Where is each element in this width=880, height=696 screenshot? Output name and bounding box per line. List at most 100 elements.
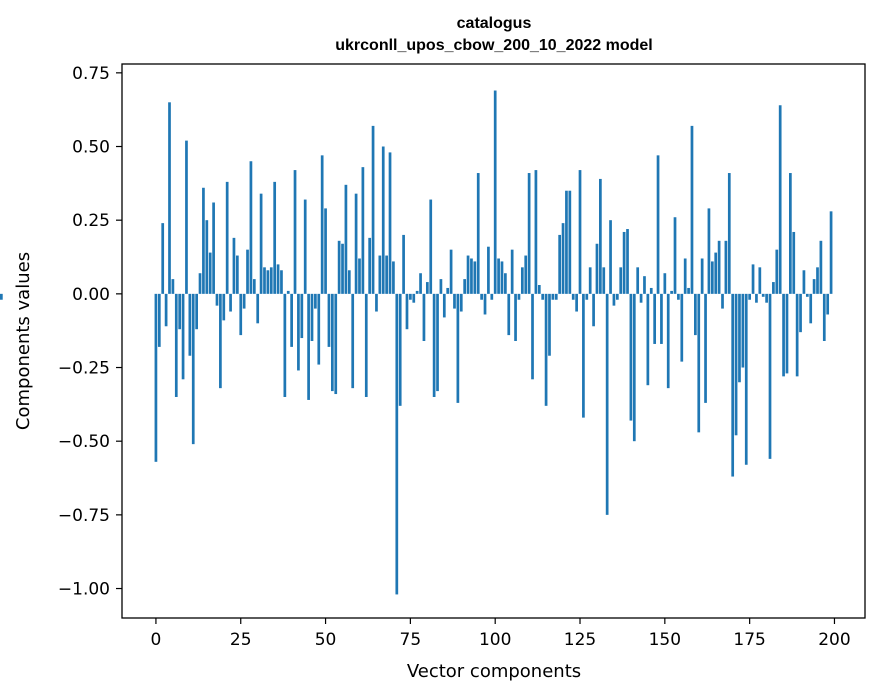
- bar: [666, 293, 670, 389]
- bar: [208, 252, 212, 294]
- bar: [398, 293, 402, 406]
- bar: [307, 293, 310, 400]
- bar: [337, 240, 341, 294]
- bar: [283, 293, 287, 397]
- bar: [571, 293, 575, 300]
- y-tick-label: −0.25: [58, 359, 110, 379]
- bar: [174, 293, 178, 397]
- bar: [327, 293, 331, 347]
- bar: [534, 170, 538, 294]
- bar: [510, 249, 514, 294]
- bar: [439, 279, 443, 294]
- bar: [314, 293, 317, 309]
- bar: [544, 293, 548, 406]
- bar: [235, 255, 239, 294]
- y-tick-label: 0.50: [72, 138, 110, 158]
- bar: [734, 293, 738, 436]
- bar: [154, 293, 158, 462]
- bar: [361, 167, 365, 294]
- bar: [816, 267, 819, 294]
- bar: [755, 293, 758, 303]
- bar: [653, 293, 657, 344]
- plot-frame: [121, 63, 866, 619]
- bar: [222, 293, 226, 321]
- bar: [592, 293, 595, 327]
- bar: [694, 293, 697, 336]
- bar: [395, 293, 399, 595]
- x-tick-label: 25: [230, 630, 252, 650]
- bar: [632, 293, 636, 442]
- bar: [246, 249, 249, 294]
- bar: [744, 293, 748, 465]
- x-tick-label: 150: [649, 630, 681, 650]
- bar: [388, 152, 392, 294]
- bar: [195, 293, 198, 330]
- bar: [599, 178, 602, 294]
- bar: [724, 240, 728, 294]
- bar: [293, 170, 297, 294]
- bar: [351, 293, 355, 389]
- bar: [219, 293, 222, 389]
- bar: [517, 293, 521, 300]
- bar: [161, 223, 165, 294]
- bar: [643, 276, 646, 294]
- bar: [473, 261, 477, 294]
- bar: [412, 293, 416, 303]
- bar: [707, 208, 711, 294]
- bar: [297, 293, 300, 371]
- bar: [269, 267, 273, 294]
- bar: [588, 267, 592, 294]
- bar: [704, 293, 707, 403]
- bar: [164, 293, 168, 327]
- bar: [324, 208, 327, 294]
- bar: [263, 267, 266, 294]
- bar: [385, 255, 388, 294]
- bar: [822, 293, 826, 341]
- x-axis-ticks: 0 25 50 75 100 125 150 175 200: [151, 618, 851, 650]
- bar: [792, 231, 796, 294]
- bar: [819, 240, 823, 294]
- bar: [310, 293, 314, 341]
- bar: [320, 155, 324, 294]
- x-tick-label: 200: [818, 630, 850, 650]
- bar: [748, 293, 752, 300]
- bar: [436, 293, 439, 392]
- bar: [191, 293, 195, 445]
- bar: [524, 255, 528, 294]
- bar: [432, 293, 436, 397]
- bar: [761, 293, 765, 297]
- y-tick-label: −0.75: [58, 506, 110, 526]
- bar: [558, 234, 562, 294]
- y-axis-ticks: 0.75 0.50 0.25 0.00 −0.25 −0.50 −0.75 −1.00: [58, 64, 122, 600]
- bar: [656, 155, 660, 294]
- bar: [171, 279, 175, 294]
- bar: [514, 293, 517, 341]
- bar: [660, 293, 663, 344]
- bar: [700, 258, 704, 294]
- bar: [799, 293, 802, 333]
- bar: [487, 246, 490, 294]
- x-tick-label: 100: [479, 630, 511, 650]
- bar: [758, 267, 762, 294]
- bar: [266, 270, 270, 294]
- bar: [809, 293, 813, 324]
- bar: [341, 243, 344, 294]
- bar: [504, 273, 507, 294]
- bar: [826, 293, 830, 315]
- bar: [829, 211, 833, 294]
- bar: [680, 293, 684, 362]
- bar: [507, 293, 511, 336]
- bar: [273, 181, 277, 294]
- bar: [677, 293, 680, 300]
- bar: [697, 293, 701, 433]
- bar: [256, 293, 260, 324]
- x-tick-label: 0: [151, 630, 162, 650]
- bar: [466, 255, 470, 294]
- bar: [575, 293, 578, 312]
- bar: [459, 293, 463, 312]
- bar: [242, 293, 246, 309]
- bar: [717, 240, 721, 294]
- x-tick-label: 125: [564, 630, 596, 650]
- bar: [629, 293, 633, 421]
- bar: [751, 264, 755, 294]
